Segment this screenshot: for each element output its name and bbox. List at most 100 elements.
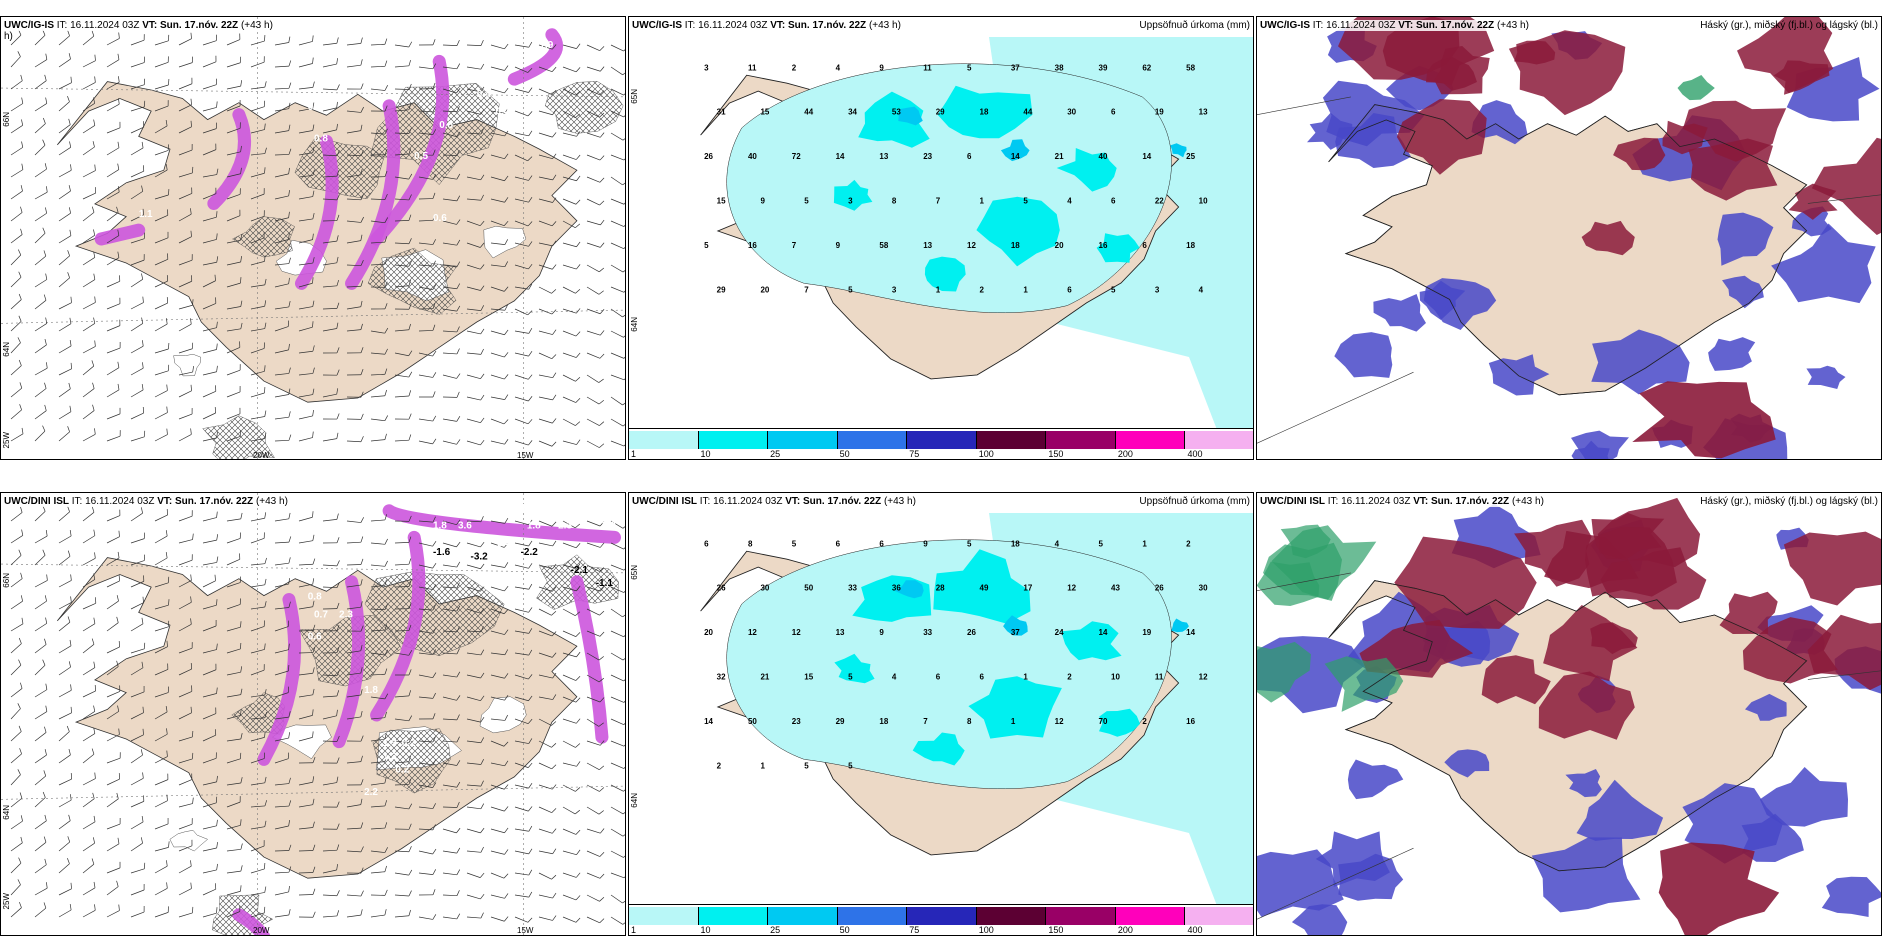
wind-barb bbox=[370, 415, 389, 422]
wind-barb bbox=[178, 384, 192, 398]
precip-hatch bbox=[364, 571, 505, 656]
wind-barb bbox=[370, 755, 387, 764]
wind-barb bbox=[562, 563, 581, 569]
wind-barb bbox=[250, 147, 267, 156]
wind-barb bbox=[34, 683, 48, 698]
wind-barb bbox=[274, 664, 290, 676]
cloud-high bbox=[1396, 99, 1487, 175]
value-label: 22 bbox=[1155, 196, 1164, 205]
wind-barb bbox=[58, 661, 71, 676]
wind-barb bbox=[298, 388, 315, 398]
wind-barb bbox=[514, 263, 533, 270]
panel-title: UWC/IG-IS IT: 16.11.2024 03Z VT: Sun. 17… bbox=[1259, 20, 1530, 31]
wind-barb bbox=[370, 170, 388, 178]
wind-barb bbox=[250, 123, 266, 134]
wind-barb bbox=[130, 340, 144, 354]
wind-barb bbox=[274, 82, 292, 90]
value-label: 16 bbox=[1099, 241, 1108, 250]
wind-barb bbox=[130, 795, 145, 808]
wind-barb bbox=[442, 416, 461, 422]
wind-barb bbox=[418, 391, 436, 398]
wind-barb bbox=[322, 214, 340, 222]
panel-field-label: Háský (gr.), miðský (fj.bl.) og lágský (… bbox=[1700, 20, 1878, 31]
wind-barb bbox=[466, 439, 485, 446]
wind-barb bbox=[34, 53, 48, 68]
wind-barb bbox=[274, 211, 290, 222]
wind-barb bbox=[298, 578, 315, 588]
map-panel-cloud-ig-is: UWC/IG-IS IT: 16.11.2024 03Z VT: Sun. 17… bbox=[1256, 16, 1882, 460]
wind-barb bbox=[442, 219, 461, 225]
wind-barb bbox=[490, 673, 509, 679]
wind-barb bbox=[154, 640, 168, 654]
wind-barb bbox=[298, 81, 315, 90]
wind-barb bbox=[514, 563, 533, 569]
wind-barb bbox=[610, 784, 625, 792]
wind-barb bbox=[274, 148, 292, 156]
wind-barb bbox=[322, 413, 340, 420]
cloud-mid bbox=[1591, 329, 1690, 395]
wind-barb bbox=[154, 56, 169, 68]
value-label: 3 bbox=[892, 285, 897, 294]
lon-label: 25W bbox=[2, 432, 11, 449]
value-label: 1 bbox=[980, 196, 985, 205]
wind-barb bbox=[490, 608, 509, 615]
wind-barb bbox=[202, 385, 217, 398]
wind-barb bbox=[562, 585, 581, 592]
wind-barb bbox=[514, 825, 533, 832]
wind-barb bbox=[418, 736, 436, 743]
wind-barb bbox=[10, 617, 24, 632]
wind-barb bbox=[442, 195, 461, 202]
value-label: 6 bbox=[967, 152, 972, 161]
wind-barb bbox=[298, 57, 314, 68]
cloud-high bbox=[1662, 120, 1708, 155]
wind-barb bbox=[322, 776, 339, 786]
wind-barb bbox=[250, 601, 267, 610]
wind-barb bbox=[34, 595, 47, 610]
wind-barb bbox=[106, 640, 120, 654]
wind-barb bbox=[10, 51, 21, 68]
precip-shade bbox=[968, 676, 1062, 739]
wind-barb bbox=[418, 82, 436, 90]
wind-barb bbox=[250, 689, 267, 698]
snow-patch bbox=[173, 353, 202, 377]
wind-barb bbox=[346, 822, 364, 830]
wind-barb bbox=[562, 131, 581, 137]
wind-barb bbox=[202, 643, 218, 654]
wind-barb bbox=[58, 164, 72, 178]
wind-barb bbox=[466, 608, 485, 614]
wind-barb bbox=[418, 239, 437, 245]
wind-barb bbox=[490, 197, 509, 203]
wind-barb bbox=[178, 882, 192, 896]
precip-shade-land bbox=[726, 63, 1172, 314]
wind-barb bbox=[202, 211, 218, 222]
value-label: 6 bbox=[704, 539, 709, 548]
wind-barb bbox=[154, 773, 169, 786]
panel-field-label: Háský (gr.), miðský (fj.bl.) og lágský (… bbox=[1700, 496, 1878, 507]
value-label: 29 bbox=[936, 108, 945, 117]
wind-barb bbox=[202, 431, 218, 442]
wind-barb bbox=[178, 685, 193, 698]
wind-barb bbox=[274, 844, 292, 852]
wind-barb bbox=[154, 342, 170, 354]
colorbar-swatch bbox=[837, 907, 908, 925]
wind-barb bbox=[562, 674, 581, 681]
wind-barb bbox=[274, 620, 289, 632]
wind-barb bbox=[226, 733, 243, 742]
wind-barb bbox=[202, 574, 216, 588]
wind-barb bbox=[130, 383, 144, 398]
wind-barb bbox=[82, 30, 95, 46]
wind-barb bbox=[610, 440, 625, 447]
wind-barb bbox=[250, 711, 267, 720]
colorbar-tick-label: 50 bbox=[839, 925, 850, 935]
colorbar-swatch bbox=[629, 907, 699, 925]
wind-barb bbox=[154, 576, 170, 588]
wind-barb bbox=[202, 55, 217, 68]
value-label: 5 bbox=[792, 539, 797, 548]
wind-barb bbox=[562, 520, 581, 529]
colorbar-tick-label: 25 bbox=[770, 449, 781, 459]
wind-barb bbox=[274, 189, 290, 200]
wind-barb bbox=[370, 128, 388, 135]
cloud-mid bbox=[1373, 294, 1426, 332]
wind-barb bbox=[490, 849, 509, 855]
wind-barb bbox=[394, 890, 412, 897]
